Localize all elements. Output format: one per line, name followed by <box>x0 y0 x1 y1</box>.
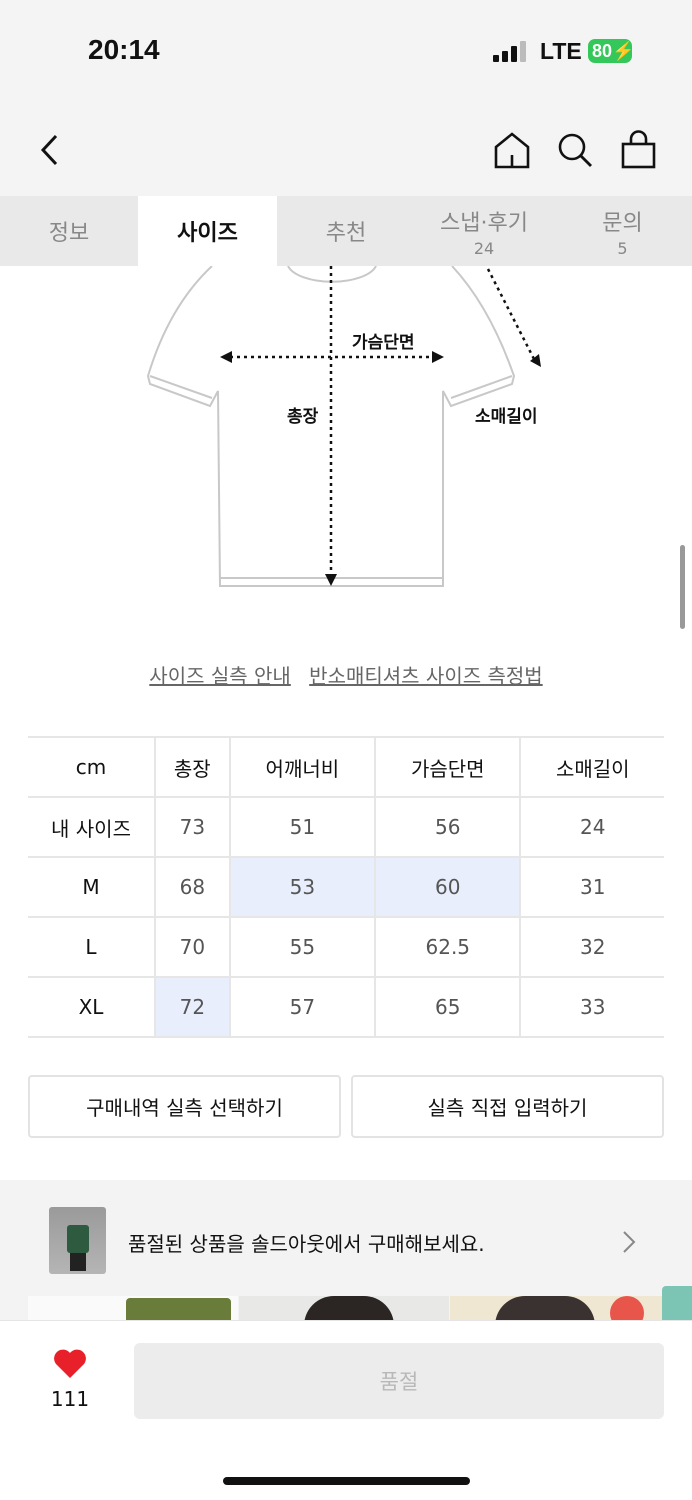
battery-level: 80 <box>592 41 613 61</box>
size-guide-link[interactable]: 사이즈 실측 안내 <box>149 664 291 688</box>
tab-size[interactable]: 사이즈 <box>138 196 277 266</box>
row-label: L <box>28 916 156 978</box>
heart-icon[interactable] <box>52 1348 88 1380</box>
measure-method-link[interactable]: 반소매티셔츠 사이즈 측정법 <box>309 664 543 688</box>
table-cell: 32 <box>519 916 664 978</box>
table-cell: 68 <box>154 856 231 918</box>
table-cell: 56 <box>374 796 522 858</box>
tab-label: 사이즈 <box>177 221 238 246</box>
nav-bar <box>0 100 692 196</box>
table-cell-highlighted: 60 <box>374 856 522 918</box>
network-type: LTE <box>540 38 582 64</box>
back-icon[interactable] <box>38 134 62 166</box>
header-cell: 어깨너비 <box>228 736 377 798</box>
like-count: 111 <box>50 1387 90 1411</box>
tab-info[interactable]: 정보 <box>0 196 138 266</box>
row-label: M <box>28 856 156 918</box>
row-label: 내 사이즈 <box>28 796 156 858</box>
size-table: cm 총장 어깨너비 가슴단면 소매길이 내 사이즈 73 51 56 24 M… <box>28 736 664 1038</box>
table-cell: 62.5 <box>374 916 522 978</box>
header-cell: cm <box>28 736 156 798</box>
tab-label: 정보 <box>48 221 90 246</box>
size-links: 사이즈 실측 안내 반소매티셔츠 사이즈 측정법 <box>0 660 692 689</box>
tshirt-diagram-icon <box>146 266 541 587</box>
home-indicator[interactable] <box>223 1477 470 1485</box>
banner-text: 품절된 상품을 솔드아웃에서 구매해보세요. <box>128 1232 485 1256</box>
home-icon[interactable] <box>493 131 531 169</box>
chest-label: 가슴단면 <box>352 333 415 353</box>
table-cell: 73 <box>154 796 231 858</box>
chevron-right-icon <box>623 1231 636 1253</box>
header-cell: 총장 <box>154 736 231 798</box>
table-header-row: cm 총장 어깨너비 가슴단면 소매길이 <box>28 736 664 798</box>
tab-count: 5 <box>617 238 628 258</box>
table-cell-highlighted: 72 <box>154 976 231 1038</box>
table-cell: 51 <box>228 796 377 858</box>
tab-label: 스냅·후기 <box>440 210 528 236</box>
select-purchase-measurement-button[interactable]: 구매내역 실측 선택하기 <box>28 1075 341 1138</box>
table-cell: 24 <box>519 796 664 858</box>
recommendation-thumbnail[interactable] <box>450 1296 662 1320</box>
header-cell: 소매길이 <box>519 736 664 798</box>
length-label: 총장 <box>287 407 319 427</box>
tab-qna[interactable]: 문의 5 <box>553 196 692 266</box>
soldout-banner[interactable]: 품절된 상품을 솔드아웃에서 구매해보세요. <box>0 1180 692 1320</box>
tab-snap-review[interactable]: 스냅·후기 24 <box>415 196 553 266</box>
sold-out-button: 품절 <box>134 1343 664 1419</box>
row-label: XL <box>28 976 156 1038</box>
battery-icon: 80⚡ <box>588 39 634 63</box>
header-cell: 가슴단면 <box>374 736 522 798</box>
status-bar: 20:14 LTE 80⚡ <box>0 0 692 100</box>
recommendation-thumbnail[interactable] <box>662 1286 692 1320</box>
direct-input-measurement-button[interactable]: 실측 직접 입력하기 <box>351 1075 664 1138</box>
recommendation-thumbnail[interactable] <box>28 1296 238 1320</box>
table-cell: 57 <box>228 976 377 1038</box>
tab-label: 문의 <box>602 210 643 236</box>
table-cell: 55 <box>228 916 377 978</box>
table-cell: 33 <box>519 976 664 1038</box>
tab-bar: 정보 사이즈 추천 스냅·후기 24 문의 5 <box>0 196 692 266</box>
table-cell: 31 <box>519 856 664 918</box>
table-cell: 70 <box>154 916 231 978</box>
recommendation-thumbnail[interactable] <box>239 1296 449 1320</box>
table-row: 내 사이즈 73 51 56 24 <box>28 796 664 858</box>
bag-icon[interactable] <box>620 130 658 170</box>
clock: 20:14 <box>88 34 160 65</box>
sleeve-label: 소매길이 <box>475 407 538 427</box>
bottom-bar: 111 품절 <box>0 1320 692 1500</box>
tab-recommend[interactable]: 추천 <box>277 196 415 266</box>
size-diagram: 가슴단면 총장 소매길이 <box>0 266 692 606</box>
tab-count: 24 <box>473 238 495 258</box>
table-row: M 68 53 60 31 <box>28 856 664 918</box>
tab-label: 추천 <box>325 221 367 246</box>
signal-icon <box>493 40 526 62</box>
table-cell-highlighted: 53 <box>228 856 377 918</box>
table-row: XL 72 57 65 33 <box>28 976 664 1038</box>
table-cell: 65 <box>374 976 522 1038</box>
search-icon[interactable] <box>557 132 595 170</box>
scrollbar[interactable] <box>680 545 685 629</box>
product-thumbnail <box>49 1207 106 1274</box>
table-row: L 70 55 62.5 32 <box>28 916 664 978</box>
